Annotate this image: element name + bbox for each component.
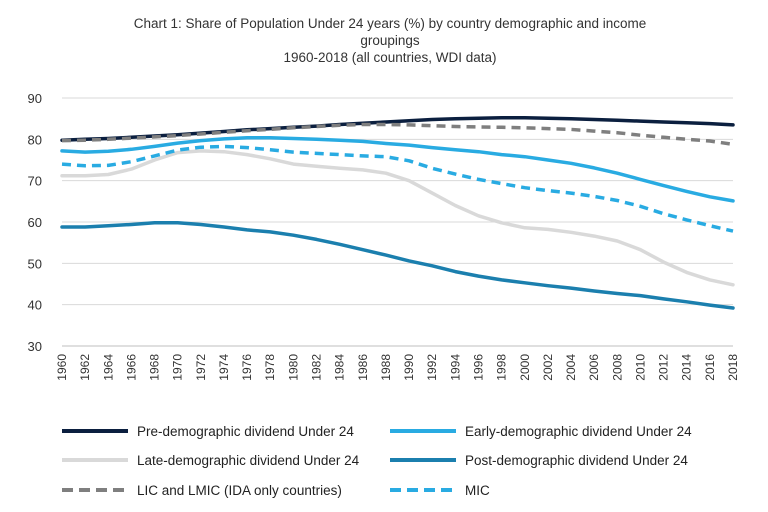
x-tick-label-2000: 2000 (518, 354, 532, 381)
x-tick-label-2002: 2002 (541, 354, 555, 381)
legend-label-4: Post-demographic dividend Under 24 (465, 453, 688, 468)
x-tick-label-1962: 1962 (78, 354, 92, 381)
x-tick-label-1960: 1960 (55, 354, 69, 381)
series-line-6 (61, 144, 734, 233)
x-tick-label-1998: 1998 (495, 354, 509, 381)
series-line-4 (60, 221, 735, 310)
legend-label-5: LIC and LMIC (IDA only countries) (137, 483, 342, 498)
series-line-2 (60, 135, 735, 203)
x-tick-label-1982: 1982 (310, 354, 324, 381)
x-tick-label-2014: 2014 (680, 354, 694, 381)
y-tick-label-40: 40 (28, 298, 42, 313)
x-tick-label-2010: 2010 (633, 354, 647, 381)
x-tick-label-2008: 2008 (610, 354, 624, 381)
x-tick-label-2004: 2004 (564, 354, 578, 381)
legend-label-3: Late-demographic dividend Under 24 (137, 453, 360, 468)
chart-title-line-2: groupings (360, 33, 420, 48)
x-tick-label-1996: 1996 (471, 354, 485, 381)
x-tick-label-2016: 2016 (703, 354, 717, 381)
legend-label-1: Pre-demographic dividend Under 24 (137, 424, 354, 439)
x-tick-label-1986: 1986 (356, 354, 370, 381)
x-tick-label-1974: 1974 (217, 354, 231, 381)
y-tick-label-80: 80 (28, 132, 42, 147)
x-tick-label-2006: 2006 (587, 354, 601, 381)
x-tick-label-1988: 1988 (379, 354, 393, 381)
x-tick-label-1972: 1972 (194, 354, 208, 381)
series-line-3 (60, 149, 735, 287)
x-tick-label-1964: 1964 (101, 354, 115, 381)
legend-label-6: MIC (465, 483, 490, 498)
chart-title-line-1: Chart 1: Share of Population Under 24 ye… (133, 16, 647, 31)
y-tick-label-90: 90 (28, 91, 42, 106)
y-tick-label-30: 30 (28, 339, 42, 354)
series-line-5 (61, 122, 734, 147)
x-tick-label-1980: 1980 (286, 354, 300, 381)
x-tick-label-1992: 1992 (425, 354, 439, 381)
x-tick-label-1994: 1994 (448, 354, 462, 381)
x-tick-label-1970: 1970 (171, 354, 185, 381)
x-tick-label-1976: 1976 (240, 354, 254, 381)
series-line-1 (60, 116, 735, 142)
y-tick-label-50: 50 (28, 256, 42, 271)
y-tick-label-70: 70 (28, 174, 42, 189)
legend-label-2: Early-demographic dividend Under 24 (465, 424, 692, 439)
x-tick-label-1966: 1966 (124, 354, 138, 381)
x-tick-label-1984: 1984 (333, 354, 347, 381)
x-tick-label-2018: 2018 (726, 354, 740, 381)
x-tick-label-1990: 1990 (402, 354, 416, 381)
x-tick-label-2012: 2012 (657, 354, 671, 381)
chart-title-line-3: 1960-2018 (all countries, WDI data) (283, 50, 497, 65)
x-tick-label-1978: 1978 (263, 354, 277, 381)
y-tick-label-60: 60 (28, 215, 42, 230)
x-tick-label-1968: 1968 (148, 354, 162, 381)
